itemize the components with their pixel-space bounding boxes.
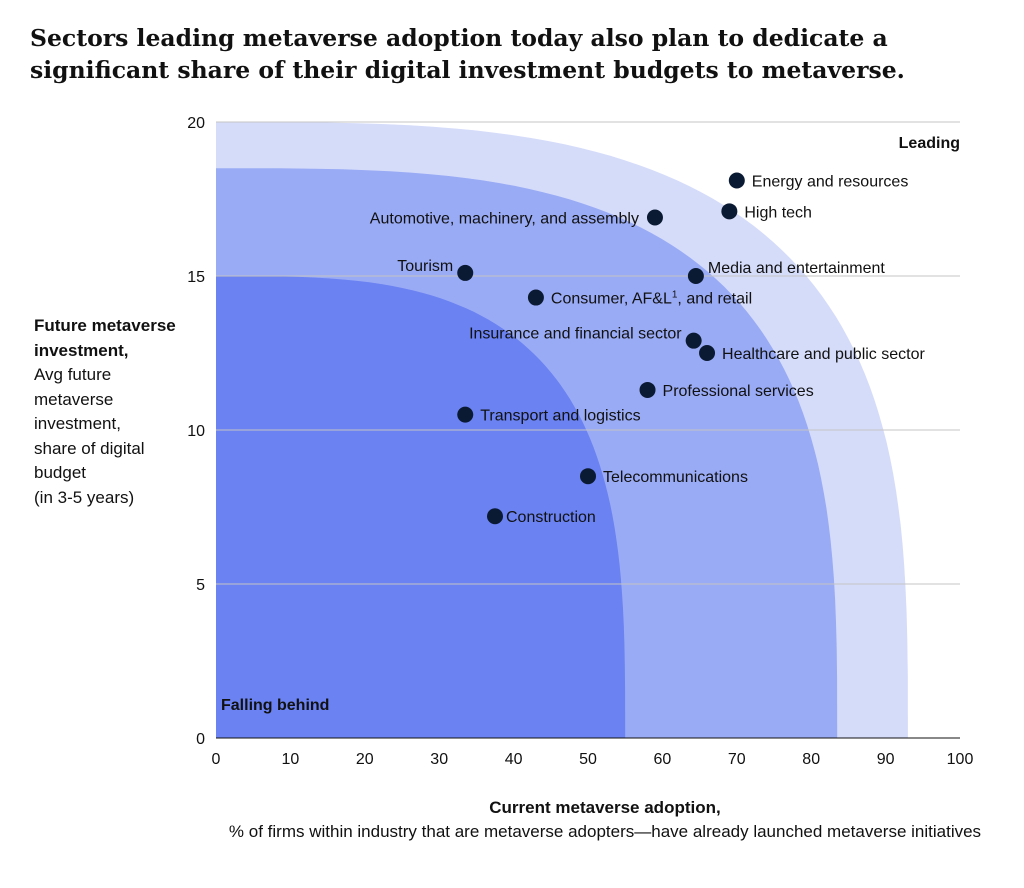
point-label: Healthcare and public sector [722, 346, 925, 363]
y-tick-label: 15 [187, 269, 205, 286]
data-point [646, 209, 663, 226]
y-tick-label: 10 [187, 423, 205, 440]
x-tick-label: 40 [505, 751, 523, 768]
x-tick-label: 50 [579, 751, 597, 768]
point-label: Transport and logistics [480, 408, 640, 425]
x-tick-label: 20 [356, 751, 374, 768]
zone-label-leading: Leading [899, 135, 960, 152]
x-tick-label: 30 [430, 751, 448, 768]
data-point [721, 203, 738, 220]
data-point [639, 381, 656, 398]
y-tick-label: 0 [196, 731, 205, 748]
data-point [685, 332, 702, 349]
point-label: Tourism [397, 258, 453, 275]
y-axis-ticks: 0 5 10 15 20 [187, 115, 205, 748]
gridlines [216, 121, 960, 739]
y-axis-detail-line: (in 3-5 years) [34, 487, 135, 507]
y-axis-detail-line: metaverse [34, 389, 114, 409]
x-tick-label: 70 [728, 751, 746, 768]
point-label: Energy and resources [752, 174, 909, 191]
x-tick-label: 60 [654, 751, 672, 768]
data-point [457, 264, 474, 281]
y-axis-detail-line: Avg future [34, 365, 112, 384]
data-point [728, 172, 745, 189]
y-tick-label: 5 [196, 577, 205, 594]
x-axis-detail: % of firms within industry that are meta… [228, 822, 982, 841]
point-label: Media and entertainment [708, 260, 886, 277]
x-axis-title: Current metaverse adoption, % of firms w… [220, 796, 990, 844]
x-tick-label: 80 [802, 751, 820, 768]
point-label: Insurance and financial sector [469, 326, 682, 343]
y-axis-label: Future metaverse investment, [34, 316, 176, 360]
point-label: Telecommunications [603, 469, 748, 486]
data-point [687, 268, 704, 284]
y-axis-detail-line: budget [34, 463, 86, 482]
x-tick-label: 90 [877, 751, 895, 768]
y-axis-detail-line: investment, [34, 414, 121, 433]
data-point [699, 345, 716, 361]
y-axis-title: Future metaverse investment, Avg future … [34, 314, 184, 510]
x-tick-label: 100 [947, 751, 974, 768]
point-label: High tech [744, 204, 812, 221]
x-axis-ticks: 0 10 20 30 40 50 60 70 80 90 100 [212, 751, 974, 768]
zone-band-inner [216, 276, 626, 738]
x-axis-label: Current metaverse adoption, [489, 798, 721, 817]
x-tick-label: 10 [282, 751, 300, 768]
point-label: Professional services [663, 383, 814, 400]
point-label: Construction [506, 509, 596, 526]
y-tick-label: 20 [187, 115, 205, 132]
chart-title: Sectors leading metaverse adoption today… [30, 24, 905, 84]
data-point [580, 468, 596, 485]
data-point [487, 508, 503, 525]
zone-label-falling-behind: Falling behind [221, 697, 329, 714]
point-label: Automotive, machinery, and assembly [370, 210, 639, 227]
point-label: Consumer, AF&L1, and retail [551, 290, 752, 308]
data-point [457, 406, 474, 423]
y-axis-detail-line: share of digital [34, 438, 145, 458]
x-tick-label: 0 [212, 751, 221, 768]
data-point [527, 289, 544, 306]
data-points: Energy and resources High tech Automotive,… [370, 172, 925, 526]
